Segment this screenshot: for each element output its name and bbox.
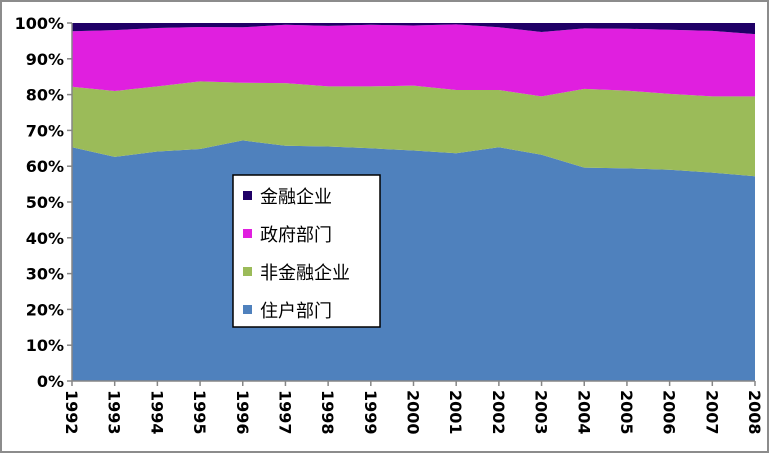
area-series-1	[72, 81, 755, 177]
y-tick-label: 20%	[26, 300, 64, 319]
x-tick-label: 2002	[489, 390, 508, 435]
legend-label: 政府部门	[260, 225, 332, 246]
x-tick-label: 2000	[404, 390, 423, 435]
x-tick-label: 2004	[574, 390, 593, 435]
legend-swatch	[243, 305, 252, 314]
y-tick-label: 60%	[26, 157, 64, 176]
y-tick-label: 90%	[26, 50, 64, 69]
x-tick-label: 1997	[275, 390, 294, 435]
x-tick-label: 2001	[446, 390, 465, 435]
legend-label: 非金融企业	[260, 263, 350, 284]
y-tick-label: 80%	[26, 86, 64, 105]
legend-label: 住户部门	[260, 301, 332, 322]
y-tick-label: 100%	[15, 14, 64, 33]
x-tick-label: 2005	[617, 390, 636, 435]
x-tick-label: 2008	[745, 390, 764, 435]
y-tick-label: 40%	[26, 229, 64, 248]
legend-swatch	[243, 229, 252, 238]
legend-swatch	[243, 267, 252, 276]
legend-swatch	[243, 191, 252, 200]
areas	[72, 23, 755, 381]
x-tick-label: 2006	[660, 390, 679, 435]
x-tick-label: 1998	[318, 390, 337, 435]
legend-box	[232, 174, 381, 328]
x-tick-label: 1993	[105, 390, 124, 435]
x-tick-label: 1992	[62, 390, 81, 435]
area-series-2	[72, 24, 755, 97]
area-series-0	[72, 140, 755, 381]
axes: 0% 10% 20% 30% 40% 50% 60% 70% 80% 90% 100% 1992 199…	[15, 14, 764, 435]
x-tick-label: 1994	[147, 390, 166, 435]
y-tick-label: 0%	[37, 372, 64, 391]
x-tick-label: 1995	[190, 390, 209, 435]
y-tick-label: 70%	[26, 121, 64, 140]
x-tick-label: 2007	[702, 390, 721, 435]
y-tick-label: 30%	[26, 265, 64, 284]
y-tick-label: 50%	[26, 193, 64, 212]
area-series-3	[72, 23, 755, 35]
legend-label: 金融企业	[260, 187, 332, 208]
x-tick-label: 1999	[361, 390, 380, 435]
x-tick-label: 2003	[532, 390, 551, 435]
x-tick-label: 1996	[233, 390, 252, 435]
y-tick-label: 10%	[26, 336, 64, 355]
